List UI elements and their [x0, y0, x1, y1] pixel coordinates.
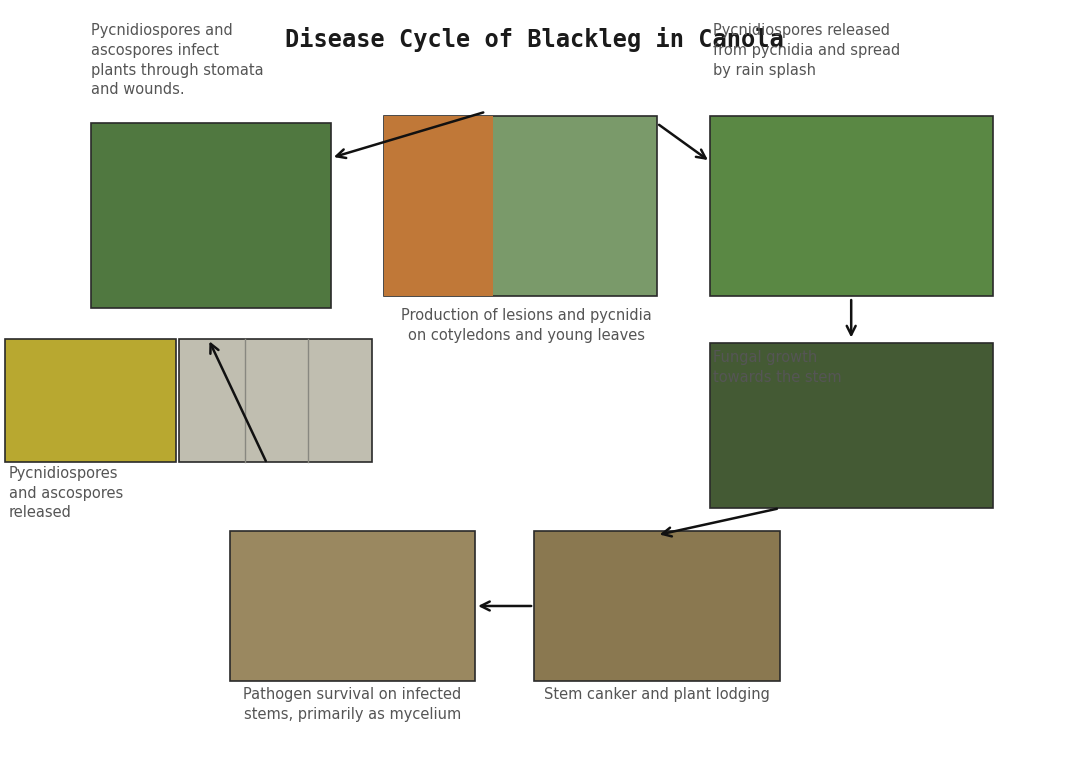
Text: Stem canker and plant lodging: Stem canker and plant lodging: [544, 687, 770, 701]
Bar: [230, 531, 475, 681]
Bar: [710, 116, 993, 296]
Text: Production of lesions and pycnidia
on cotyledons and young leaves: Production of lesions and pycnidia on co…: [402, 308, 651, 343]
Bar: [384, 116, 657, 296]
Bar: [384, 116, 493, 296]
Bar: [534, 531, 780, 681]
Bar: [5, 339, 176, 462]
Text: Pycnidiospores and
ascospores infect
plants through stomata
and wounds.: Pycnidiospores and ascospores infect pla…: [91, 23, 264, 98]
Text: Pycnidiospores
and ascospores
released: Pycnidiospores and ascospores released: [9, 466, 123, 521]
Bar: [179, 339, 372, 462]
Bar: [710, 343, 993, 508]
Text: Fungal growth
towards the stem: Fungal growth towards the stem: [713, 350, 842, 385]
Text: Pathogen survival on infected
stems, primarily as mycelium: Pathogen survival on infected stems, pri…: [244, 687, 461, 721]
Text: Pycnidiospores released
from pycnidia and spread
by rain splash: Pycnidiospores released from pycnidia an…: [713, 23, 900, 78]
Bar: [91, 123, 331, 308]
Text: Disease Cycle of Blackleg in Canola: Disease Cycle of Blackleg in Canola: [285, 27, 783, 52]
